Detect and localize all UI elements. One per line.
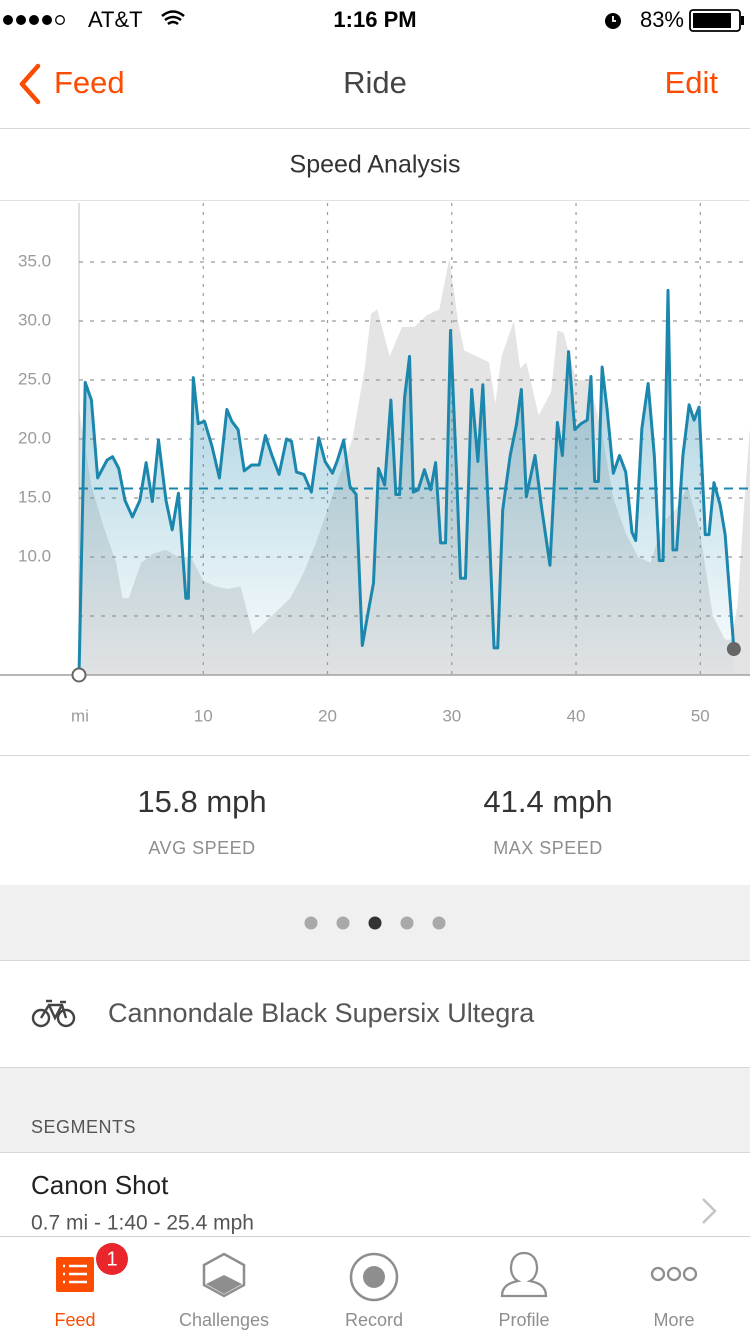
start-marker — [71, 667, 87, 683]
nav-bar: Feed Ride Edit — [0, 63, 750, 129]
y-tick-label: 35.0 — [18, 251, 51, 270]
x-tick-label: 40 — [567, 706, 586, 725]
tab-label: Feed — [54, 1310, 95, 1330]
segments-header-band — [0, 1067, 750, 1152]
bike-name: Cannondale Black Supersix Ultegra — [108, 998, 535, 1028]
stat-value: 41.4 mph — [483, 784, 612, 819]
speed-chart: 10.0 15.0 20.0 25.0 30.0 35.0 mi 10 20 30 40 50 — [0, 203, 750, 725]
tab-challenges[interactable]: Challenges — [179, 1252, 269, 1330]
segment-detail: 0.7 mi - 1:40 - 25.4 mph — [31, 1212, 254, 1235]
alarm-icon — [605, 13, 621, 29]
signal — [3, 15, 65, 25]
x-tick-label: 30 — [442, 706, 461, 725]
nav-title: Ride — [343, 65, 407, 100]
chevron — [702, 1198, 717, 1224]
stats: 15.8 mph AVG SPEED 41.4 mph MAX SPEED — [137, 784, 612, 858]
speed-line — [77, 288, 736, 676]
battery-icon — [689, 9, 744, 32]
y-tick-label: 20.0 — [18, 428, 51, 447]
x-tick-label: 20 — [318, 706, 337, 725]
back-button[interactable]: Feed — [54, 65, 125, 100]
stat-label: AVG SPEED — [148, 838, 255, 858]
status-bar: AT&T 1:16 PM 83% — [3, 7, 744, 32]
page-indicator[interactable] — [304, 916, 446, 930]
stat-unit: mph — [206, 784, 266, 819]
wifi-icon — [161, 10, 185, 26]
tab-bar: 1 Feed Challenges Record Profile More — [0, 1236, 750, 1334]
bike-row: Cannondale Black Supersix Ultegra — [31, 998, 535, 1028]
tab-label: Record — [345, 1310, 403, 1330]
chart-title: Speed Analysis — [290, 151, 461, 179]
stat-label: MAX SPEED — [493, 838, 603, 858]
carrier: AT&T — [88, 7, 143, 32]
battery-percent: 83% — [640, 7, 684, 32]
badge — [96, 1243, 128, 1275]
x-tick-label: 50 — [691, 706, 710, 725]
end-marker — [726, 642, 741, 657]
y-tick-label: 25.0 — [18, 369, 51, 388]
stat-value: 15.8 mph — [137, 784, 266, 819]
tab-feed[interactable]: 1 Feed — [54, 1243, 128, 1330]
x-tick-label: 10 — [194, 706, 213, 725]
y-tick-label: 10.0 — [18, 546, 51, 565]
x-tick-label: mi — [71, 706, 89, 725]
badge-count: 1 — [106, 1248, 117, 1270]
tab-record[interactable]: Record — [345, 1252, 403, 1330]
y-tick-label: 30.0 — [18, 310, 51, 329]
stat-number: 41.4 — [483, 784, 543, 819]
tab-label: Profile — [498, 1310, 549, 1330]
segment-row[interactable]: Canon Shot 0.7 mi - 1:40 - 25.4 mph — [31, 1170, 717, 1235]
stat-unit: mph — [552, 784, 612, 819]
tab-label: Challenges — [179, 1310, 269, 1330]
segment-name: Canon Shot — [31, 1170, 169, 1200]
stat-number: 15.8 — [137, 784, 197, 819]
clock: 1:16 PM — [333, 7, 416, 32]
section-header: SEGMENTS — [31, 1117, 136, 1137]
bike-icon — [31, 999, 76, 1028]
y-tick-label: 15.0 — [18, 487, 51, 506]
tab-profile[interactable]: Profile — [498, 1251, 550, 1330]
tab-label: More — [653, 1310, 694, 1330]
back-chevron[interactable] — [19, 63, 41, 105]
tab-more[interactable]: More — [650, 1266, 698, 1330]
edit-button[interactable]: Edit — [665, 65, 719, 100]
